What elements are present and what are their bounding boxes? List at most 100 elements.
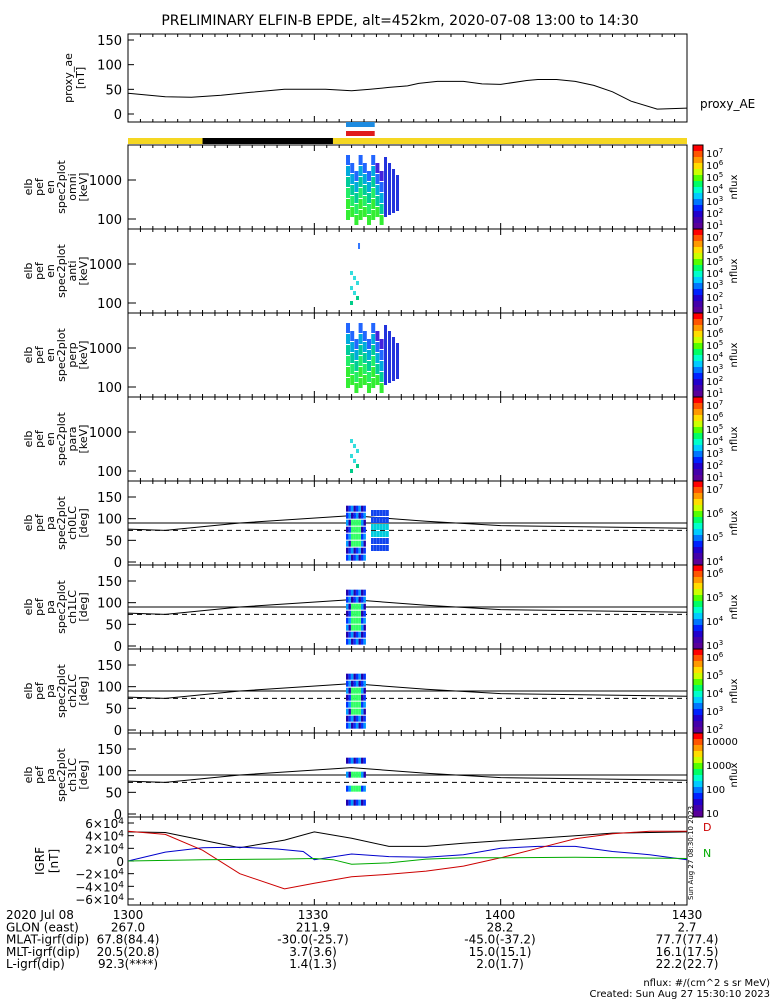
pitch-angle-pixel (358, 617, 361, 624)
pitch-angle-pixel (348, 589, 351, 596)
colorbar-tick-label: 104 (706, 687, 724, 700)
pitch-angle-pixel (353, 603, 356, 610)
spectrogram-pixel (354, 372, 359, 382)
pitch-angle-pixel (371, 531, 374, 537)
pitch-angle-pixel (361, 694, 364, 701)
xaxis-row-label: 2020 Jul 08 (6, 908, 74, 922)
colorbar-segment (693, 199, 703, 206)
colorbar-segment (693, 511, 703, 518)
figure-title: PRELIMINARY ELFIN-B EPDE, alt=452km, 202… (161, 13, 638, 29)
spectrogram-pixel (353, 459, 357, 463)
colorbar-tick-label: 102 (706, 375, 723, 388)
colorbar-segment (693, 295, 703, 302)
colorbar-segment (693, 397, 703, 404)
colorbar-tick-label: 106 (706, 507, 724, 520)
pitch-angle-pixel (363, 596, 366, 603)
pitch-angle-pixel (358, 701, 361, 708)
pitch-angle-ytick: 150 (97, 659, 122, 674)
pitch-angle-pixel (351, 505, 354, 512)
colorbar-tick-label: 107 (706, 399, 723, 412)
pitch-angle-pixel (371, 510, 374, 516)
colorbar-tick-label: 1000 (706, 761, 731, 772)
pitch-angle-pixel (371, 517, 374, 523)
pitch-angle-pixel (356, 554, 359, 561)
spectrogram-pixel (358, 334, 363, 344)
pitch-angle-ylabel-line: spec2plot (55, 664, 68, 718)
colorbar-segment (693, 559, 703, 566)
pitch-angle-pixel (348, 799, 351, 806)
spectrogram-ylabel-line: pef (33, 345, 46, 364)
pitch-angle-pixel (361, 631, 364, 638)
colorbar-segment (693, 187, 703, 194)
pitch-angle-pixel (361, 673, 364, 680)
pitch-angle-pixel (346, 540, 349, 547)
pitch-angle-ylabel-line: pa (44, 516, 57, 530)
pitch-angle-pixel (377, 524, 380, 530)
pitch-angle-pixel (356, 610, 359, 617)
pitch-angle-pixel (374, 531, 377, 537)
pitch-angle-ylabel-line: ch0LC (66, 506, 79, 540)
pitch-angle-ytick: 100 (97, 765, 122, 780)
pitch-angle-pixel (363, 519, 366, 526)
pitch-angle-pixel (358, 540, 361, 547)
xaxis-row-value: 77.7(77.4) (656, 933, 719, 947)
spectrogram-pixel (367, 193, 372, 203)
colorbar-segment (693, 307, 703, 314)
spectrogram-ytick: 1000 (89, 342, 122, 357)
pitch-angle-pixel (361, 533, 364, 540)
pitch-angle-pixel (363, 673, 366, 680)
pitch-angle-ylabel-line: ch2LC (66, 674, 79, 708)
spectrogram-pixel (350, 185, 355, 195)
colorbar-segment (693, 679, 703, 686)
pitch-angle-pixel (356, 624, 359, 631)
pitch-angle-pixel (380, 545, 383, 551)
colorbar-segment (693, 631, 703, 638)
pitch-angle-pixel (346, 785, 349, 792)
pitch-angle-pixel (361, 680, 364, 687)
spectrogram-ylabel-line: en (44, 348, 57, 362)
spectrogram-pixel (350, 163, 355, 173)
spectrogram-pixel (346, 199, 351, 209)
colorbar-tick-label: 105 (706, 669, 723, 682)
colorbar-tick-label: 102 (706, 459, 723, 472)
pitch-angle-pixel (356, 757, 359, 764)
pitch-angle-ytick: 100 (97, 513, 122, 528)
pitch-angle-pixel (348, 617, 351, 624)
pitch-angle-pixel (361, 638, 364, 645)
proxy-ae-ylabel-unit: [nT] (74, 67, 87, 89)
colorbar-segment (693, 313, 703, 320)
pitch-angle-pixel (351, 589, 354, 596)
colorbar-segment (693, 193, 703, 200)
spectrogram-pixel (362, 364, 367, 374)
spectrogram-pixel (371, 199, 376, 209)
colorbar-tick-label: 105 (706, 339, 723, 352)
pitch-angle-pixel (386, 538, 389, 544)
pitch-angle-pixel (361, 785, 364, 792)
spectrogram-pixel (356, 464, 360, 468)
pitch-angle-pixel (351, 771, 354, 778)
pitch-angle-pixel (351, 673, 354, 680)
spectrogram-ylabel-line: [keV] (77, 173, 90, 202)
spectrogram-ylabel-line: para (66, 427, 79, 452)
pitch-angle-pixel (363, 799, 366, 806)
colorbar-segment (693, 517, 703, 524)
pitch-angle-pixel (353, 638, 356, 645)
pitch-angle-ylabel-line: pa (44, 600, 57, 614)
pitch-angle-pixel (346, 554, 349, 561)
pitch-angle-pixel (358, 694, 361, 701)
pitch-angle-pixel (351, 540, 354, 547)
pitch-angle-pixel (361, 701, 364, 708)
spectrogram-pixel (354, 215, 359, 225)
pitch-angle-ytick: 0 (114, 640, 122, 655)
spectrogram-pixel (362, 196, 367, 206)
spectrogram-pixel (371, 367, 376, 377)
pitch-angle-pixel (358, 505, 361, 512)
pitch-angle-pixel (348, 687, 351, 694)
colorbar-segment (693, 277, 703, 284)
pitch-angle-ylabel-line: spec2plot (55, 580, 68, 634)
pitch-angle-pixel (363, 757, 366, 764)
colorbar-segment (693, 529, 703, 536)
colorbar-segment (693, 253, 703, 260)
proxy-ae-series-label: proxy_AE (700, 97, 755, 111)
